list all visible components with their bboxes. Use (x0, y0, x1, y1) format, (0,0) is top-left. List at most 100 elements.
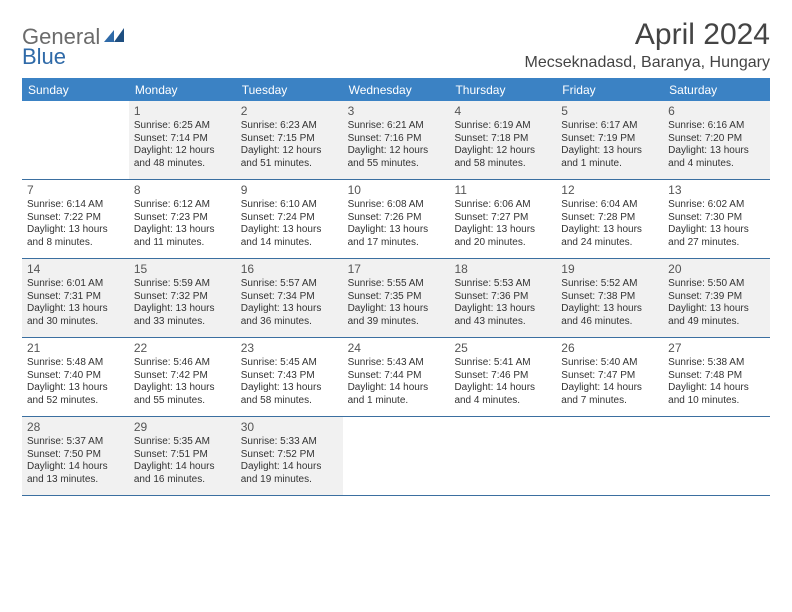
sunrise-text: Sunrise: 5:52 AM (561, 278, 658, 291)
sunset-text: Sunset: 7:20 PM (668, 133, 765, 146)
day-number: 24 (348, 341, 445, 356)
daylight-text: Daylight: 14 hours and 4 minutes. (454, 382, 551, 407)
day-cell: 15Sunrise: 5:59 AMSunset: 7:32 PMDayligh… (129, 259, 236, 337)
day-number: 25 (454, 341, 551, 356)
page-header: General April 2024 Mecseknadasd, Baranya… (22, 18, 770, 72)
day-info: Sunrise: 6:12 AMSunset: 7:23 PMDaylight:… (134, 199, 231, 249)
daylight-text: Daylight: 13 hours and 33 minutes. (134, 303, 231, 328)
sunrise-text: Sunrise: 5:46 AM (134, 357, 231, 370)
daylight-text: Daylight: 13 hours and 52 minutes. (27, 382, 124, 407)
day-cell: 11Sunrise: 6:06 AMSunset: 7:27 PMDayligh… (449, 180, 556, 258)
day-info: Sunrise: 5:57 AMSunset: 7:34 PMDaylight:… (241, 278, 338, 328)
daylight-text: Daylight: 13 hours and 30 minutes. (27, 303, 124, 328)
sunrise-text: Sunrise: 5:59 AM (134, 278, 231, 291)
week-row: 28Sunrise: 5:37 AMSunset: 7:50 PMDayligh… (22, 417, 770, 496)
day-info: Sunrise: 6:01 AMSunset: 7:31 PMDaylight:… (27, 278, 124, 328)
day-number: 29 (134, 420, 231, 435)
sunrise-text: Sunrise: 6:10 AM (241, 199, 338, 212)
sunset-text: Sunset: 7:39 PM (668, 291, 765, 304)
sunrise-text: Sunrise: 5:53 AM (454, 278, 551, 291)
day-info: Sunrise: 6:02 AMSunset: 7:30 PMDaylight:… (668, 199, 765, 249)
sunrise-text: Sunrise: 6:04 AM (561, 199, 658, 212)
daylight-text: Daylight: 12 hours and 48 minutes. (134, 145, 231, 170)
day-cell: 27Sunrise: 5:38 AMSunset: 7:48 PMDayligh… (663, 338, 770, 416)
day-cell: 1Sunrise: 6:25 AMSunset: 7:14 PMDaylight… (129, 101, 236, 179)
day-cell (343, 417, 450, 495)
day-info: Sunrise: 5:50 AMSunset: 7:39 PMDaylight:… (668, 278, 765, 328)
calendar: Sunday Monday Tuesday Wednesday Thursday… (22, 78, 770, 496)
month-title: April 2024 (525, 18, 770, 52)
dow-tuesday: Tuesday (236, 79, 343, 101)
sunrise-text: Sunrise: 6:17 AM (561, 120, 658, 133)
day-number: 14 (27, 262, 124, 277)
daylight-text: Daylight: 13 hours and 11 minutes. (134, 224, 231, 249)
day-number: 9 (241, 183, 338, 198)
sunrise-text: Sunrise: 5:37 AM (27, 436, 124, 449)
sunrise-text: Sunrise: 5:50 AM (668, 278, 765, 291)
day-info: Sunrise: 6:19 AMSunset: 7:18 PMDaylight:… (454, 120, 551, 170)
day-cell: 17Sunrise: 5:55 AMSunset: 7:35 PMDayligh… (343, 259, 450, 337)
day-cell (449, 417, 556, 495)
dow-friday: Friday (556, 79, 663, 101)
day-number: 21 (27, 341, 124, 356)
daylight-text: Daylight: 13 hours and 36 minutes. (241, 303, 338, 328)
day-number: 3 (348, 104, 445, 119)
sunrise-text: Sunrise: 5:48 AM (27, 357, 124, 370)
sunset-text: Sunset: 7:30 PM (668, 212, 765, 225)
sunset-text: Sunset: 7:16 PM (348, 133, 445, 146)
logo-mark-icon (104, 24, 126, 50)
dow-wednesday: Wednesday (343, 79, 450, 101)
sunrise-text: Sunrise: 6:12 AM (134, 199, 231, 212)
sunrise-text: Sunrise: 6:08 AM (348, 199, 445, 212)
sunset-text: Sunset: 7:47 PM (561, 370, 658, 383)
day-info: Sunrise: 5:43 AMSunset: 7:44 PMDaylight:… (348, 357, 445, 407)
day-cell: 25Sunrise: 5:41 AMSunset: 7:46 PMDayligh… (449, 338, 556, 416)
day-cell: 29Sunrise: 5:35 AMSunset: 7:51 PMDayligh… (129, 417, 236, 495)
week-row: 14Sunrise: 6:01 AMSunset: 7:31 PMDayligh… (22, 259, 770, 338)
sunset-text: Sunset: 7:36 PM (454, 291, 551, 304)
week-row: 1Sunrise: 6:25 AMSunset: 7:14 PMDaylight… (22, 101, 770, 180)
day-number: 2 (241, 104, 338, 119)
day-info: Sunrise: 5:48 AMSunset: 7:40 PMDaylight:… (27, 357, 124, 407)
sunset-text: Sunset: 7:22 PM (27, 212, 124, 225)
day-info: Sunrise: 5:37 AMSunset: 7:50 PMDaylight:… (27, 436, 124, 486)
day-info: Sunrise: 5:33 AMSunset: 7:52 PMDaylight:… (241, 436, 338, 486)
daylight-text: Daylight: 13 hours and 27 minutes. (668, 224, 765, 249)
daylight-text: Daylight: 13 hours and 58 minutes. (241, 382, 338, 407)
day-info: Sunrise: 6:06 AMSunset: 7:27 PMDaylight:… (454, 199, 551, 249)
day-number: 22 (134, 341, 231, 356)
day-cell: 7Sunrise: 6:14 AMSunset: 7:22 PMDaylight… (22, 180, 129, 258)
day-cell: 14Sunrise: 6:01 AMSunset: 7:31 PMDayligh… (22, 259, 129, 337)
day-number: 8 (134, 183, 231, 198)
day-info: Sunrise: 5:52 AMSunset: 7:38 PMDaylight:… (561, 278, 658, 328)
daylight-text: Daylight: 13 hours and 8 minutes. (27, 224, 124, 249)
sunrise-text: Sunrise: 6:19 AM (454, 120, 551, 133)
daylight-text: Daylight: 13 hours and 1 minute. (561, 145, 658, 170)
day-info: Sunrise: 5:55 AMSunset: 7:35 PMDaylight:… (348, 278, 445, 328)
sunrise-text: Sunrise: 5:55 AM (348, 278, 445, 291)
daylight-text: Daylight: 12 hours and 58 minutes. (454, 145, 551, 170)
day-info: Sunrise: 6:16 AMSunset: 7:20 PMDaylight:… (668, 120, 765, 170)
daylight-text: Daylight: 13 hours and 39 minutes. (348, 303, 445, 328)
day-cell: 16Sunrise: 5:57 AMSunset: 7:34 PMDayligh… (236, 259, 343, 337)
daylight-text: Daylight: 14 hours and 16 minutes. (134, 461, 231, 486)
day-info: Sunrise: 6:10 AMSunset: 7:24 PMDaylight:… (241, 199, 338, 249)
day-number: 28 (27, 420, 124, 435)
day-cell: 24Sunrise: 5:43 AMSunset: 7:44 PMDayligh… (343, 338, 450, 416)
day-number: 30 (241, 420, 338, 435)
daylight-text: Daylight: 13 hours and 24 minutes. (561, 224, 658, 249)
week-row: 21Sunrise: 5:48 AMSunset: 7:40 PMDayligh… (22, 338, 770, 417)
day-cell: 19Sunrise: 5:52 AMSunset: 7:38 PMDayligh… (556, 259, 663, 337)
day-number: 18 (454, 262, 551, 277)
day-number: 16 (241, 262, 338, 277)
day-cell: 18Sunrise: 5:53 AMSunset: 7:36 PMDayligh… (449, 259, 556, 337)
dow-sunday: Sunday (22, 79, 129, 101)
day-cell: 4Sunrise: 6:19 AMSunset: 7:18 PMDaylight… (449, 101, 556, 179)
sunset-text: Sunset: 7:31 PM (27, 291, 124, 304)
sunrise-text: Sunrise: 5:57 AM (241, 278, 338, 291)
sunrise-text: Sunrise: 5:45 AM (241, 357, 338, 370)
sunset-text: Sunset: 7:40 PM (27, 370, 124, 383)
sunset-text: Sunset: 7:42 PM (134, 370, 231, 383)
sunset-text: Sunset: 7:26 PM (348, 212, 445, 225)
sunrise-text: Sunrise: 5:38 AM (668, 357, 765, 370)
